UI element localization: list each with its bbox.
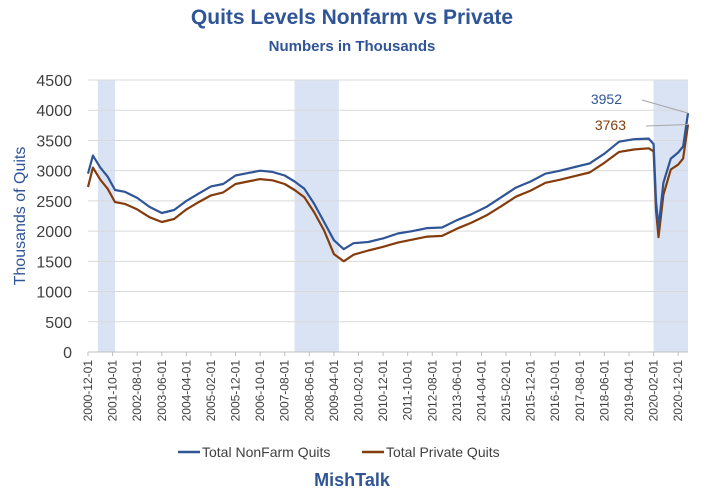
x-tick-label: 2005-12-01: [229, 360, 243, 422]
y-tick-label: 2000: [36, 224, 72, 241]
x-tick-label: 2007-08-01: [278, 360, 292, 422]
x-tick-label: 2005-02-01: [204, 360, 218, 422]
y-tick-label: 1000: [36, 285, 72, 302]
x-tick-label: 2015-02-01: [499, 360, 513, 422]
y-tick-label: 1500: [36, 254, 72, 271]
y-tick-label: 4500: [36, 73, 72, 90]
annotation-label: 3763: [595, 117, 626, 133]
x-tick-label: 2003-06-01: [155, 360, 169, 422]
x-tick-label: 2009-04-01: [327, 360, 341, 422]
x-tick-label: 2018-06-01: [597, 360, 611, 422]
y-tick-label: 0: [63, 345, 72, 362]
x-tick-label: 2019-04-01: [622, 360, 636, 422]
annotation-leader: [641, 99, 689, 114]
recession-band: [97, 80, 116, 352]
y-tick-label: 4000: [36, 103, 72, 120]
x-tick-label: 2016-10-01: [548, 360, 562, 422]
chart-subtitle: Numbers in Thousands: [268, 38, 436, 55]
x-tick-label: 2000-12-01: [81, 360, 95, 422]
legend-label: Total Private Quits: [386, 444, 500, 460]
x-tick-label: 2008-06-01: [302, 360, 316, 422]
y-tick-label: 500: [45, 315, 72, 332]
footer-brand: MishTalk: [314, 470, 390, 490]
x-tick-label: 2020-02-01: [647, 360, 661, 422]
y-axis-label: Thousands of Quits: [12, 147, 29, 286]
x-tick-label: 2013-06-01: [450, 360, 464, 422]
x-tick-label: 2014-04-01: [474, 360, 488, 422]
x-tick-label: 2017-08-01: [573, 360, 587, 422]
legend-label: Total NonFarm Quits: [202, 444, 330, 460]
y-tick-label: 2500: [36, 194, 72, 211]
x-tick-label: 2010-02-01: [351, 360, 365, 422]
y-tick-label: 3000: [36, 164, 72, 181]
chart-title: Quits Levels Nonfarm vs Private: [190, 6, 514, 29]
y-tick-label: 3500: [36, 133, 72, 150]
series-line: [86, 124, 690, 263]
x-tick-label: 2002-08-01: [130, 360, 144, 422]
x-tick-label: 2010-12-01: [376, 360, 390, 422]
x-tick-label: 2015-12-01: [524, 360, 538, 422]
x-tick-label: 2001-10-01: [106, 360, 120, 422]
annotation-label: 3952: [591, 91, 622, 107]
annotation-leader: [645, 124, 689, 127]
x-tick-label: 2011-10-01: [401, 360, 415, 421]
x-tick-label: 2006-10-01: [253, 360, 267, 422]
x-tick-label: 2020-12-01: [671, 360, 685, 422]
series-line: [86, 112, 690, 251]
x-tick-label: 2012-08-01: [425, 360, 439, 422]
x-tick-label: 2004-04-01: [179, 360, 193, 422]
